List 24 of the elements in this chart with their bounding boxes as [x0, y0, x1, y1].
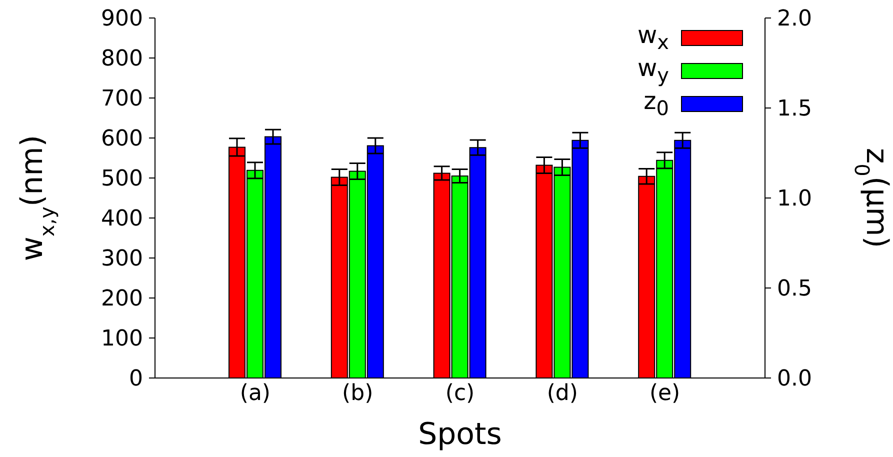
- x-axis-title: Spots: [418, 417, 502, 452]
- y-tick-label: 500: [101, 166, 143, 192]
- y2-tick-label: 2.0: [777, 6, 812, 32]
- x-tick-label: (c): [445, 381, 475, 406]
- y2-tick-label: 0.0: [777, 366, 812, 392]
- y-tick-label: 300: [101, 246, 143, 272]
- x-tick-label: (e): [649, 381, 680, 406]
- y-tick-label: 900: [101, 6, 143, 32]
- y-tick-label: 0: [129, 366, 143, 392]
- y-tick-label: 800: [101, 46, 143, 72]
- y2-tick-label: 0.5: [777, 276, 812, 302]
- x-tick-label: (b): [342, 381, 374, 406]
- y-tick-label: 700: [101, 86, 143, 112]
- y-tick-label: 100: [101, 326, 143, 352]
- y2-tick-label: 1.0: [777, 186, 812, 212]
- y2-tick-label: 1.5: [777, 96, 812, 122]
- y-tick-label: 200: [101, 286, 143, 312]
- legend-label: z$_{0}$: [644, 86, 669, 120]
- y-tick-label: 600: [101, 126, 143, 152]
- x-tick-label: (d): [546, 381, 578, 406]
- legend-label: w$_{x}$: [638, 21, 669, 55]
- y-tick-label: 400: [101, 206, 143, 232]
- x-tick-label: (a): [240, 381, 271, 406]
- legend-label: w$_{y}$: [638, 54, 669, 88]
